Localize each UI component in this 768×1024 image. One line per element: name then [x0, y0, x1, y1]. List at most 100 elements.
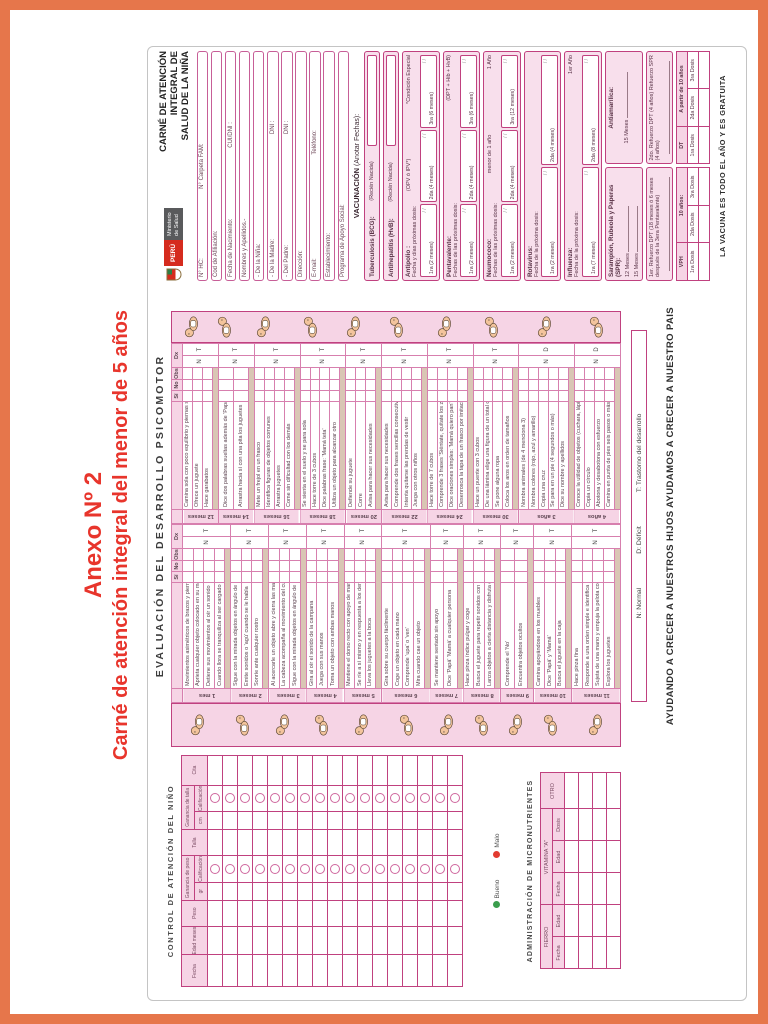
check-cell — [502, 390, 513, 402]
milestone-text: Arrastra juguetes — [274, 401, 285, 510]
section-control: CONTROL DE ATENCIÓN DEL NIÑO Fecha Edad m… — [162, 748, 740, 994]
milestone-text: Se pone alguna ropa — [492, 401, 503, 510]
milestone-row: Intenta quitarse las prendas de vestir — [401, 344, 412, 524]
milestone-text: Dice oraciones simples: 'Mamá quiero pan… — [447, 401, 458, 510]
milestone-text: Comprende 'upa' o 'ven' — [402, 582, 414, 689]
dose-date-slashes: / / — [421, 208, 428, 213]
check-cell — [289, 571, 301, 583]
check-cell — [413, 571, 425, 583]
control-cell — [267, 829, 283, 856]
milestone-text: Dice 'Papá' 'Mamá' a cualquier persona — [443, 582, 458, 689]
refuerzo-text: 2do. Refuerzo DPT (4 años) Refuerzo SPR … — [648, 55, 661, 161]
micro-cell — [564, 773, 579, 809]
control-cell — [207, 855, 223, 883]
milestone-row: Detiene sus movimientos al oír un sonido — [203, 525, 215, 703]
check-cell — [427, 390, 438, 402]
check-cell — [284, 367, 295, 380]
check-cell — [344, 571, 355, 583]
check-cell — [300, 367, 310, 380]
check-cell — [202, 390, 213, 402]
rating-circle — [405, 863, 415, 874]
dx-t-cell: T — [430, 524, 464, 537]
age-label: 30 meses — [473, 509, 519, 524]
dx-n-cell: N — [345, 355, 382, 368]
control-cell — [222, 785, 238, 812]
check-cell — [483, 379, 493, 391]
psicomotor-bands: Sí No Obs Dx 1 mes Movimientos asimétricos de… — [171, 285, 621, 747]
dx-n-cell: N — [381, 536, 431, 549]
dose-header-cell: 3ra Dosis — [687, 51, 699, 89]
vaccine-date-cell — [367, 55, 378, 146]
milestone-text: Sigue con la mirada objetos en ángulo de… — [230, 582, 242, 689]
dose-label: 2da (8 meses) — [590, 128, 597, 162]
vaccine-name: Tuberculosis (BCG): — [368, 216, 376, 277]
check-cell — [463, 548, 474, 561]
check-cell — [443, 571, 458, 583]
baby-illustration — [334, 312, 372, 342]
dose-date-slashes: / / — [502, 133, 509, 138]
control-col-header: Ganancia de peso — [181, 855, 195, 901]
control-cell — [447, 882, 463, 901]
milestone-row: De una lámina elige una figura de un tot… — [483, 344, 493, 524]
age-label: 14 meses — [218, 509, 255, 524]
milestone-text: Al acercarle un objeto abre y cierra las… — [268, 582, 280, 689]
control-row — [432, 755, 448, 987]
milestone-text: Camina en punta de pies seis pasos o más — [604, 401, 615, 510]
dx-n-cell: N — [306, 536, 345, 549]
check-cell — [345, 379, 356, 391]
control-legend-item: Bueno — [493, 880, 501, 909]
milestone-text: Come sin dificultad con los demás — [284, 401, 295, 510]
check-cell — [571, 548, 583, 561]
check-col-header: Sí — [171, 390, 183, 402]
peru-coat-of-arms-icon — [164, 268, 183, 281]
milestone-text: Sigue con la mirada objetos en ángulo de… — [289, 582, 301, 689]
check-cell — [604, 390, 615, 402]
control-cell — [372, 829, 388, 856]
check-cell — [264, 367, 275, 380]
carne-title-line2: INTEGRAL DE — [169, 51, 181, 116]
control-col-header: Cita — [181, 755, 208, 786]
scan-sheet: Anexo Nº 2 Carné de atención integral de… — [10, 10, 758, 1014]
dose-cell: / / 2da (4 meses) — [460, 129, 478, 203]
check-cell — [411, 390, 422, 402]
milestone-row: Coge un objeto en cada mano — [392, 525, 403, 703]
check-cell — [289, 548, 301, 561]
baby-illustration — [372, 312, 420, 342]
check-cell — [538, 379, 549, 391]
dose-label: 2da (4 meses) — [428, 165, 435, 200]
rating-circle — [450, 793, 460, 804]
micro-cell — [606, 873, 621, 905]
age-label: 18 meses — [300, 509, 346, 524]
rating-circle — [255, 863, 265, 874]
dose-date-slashes: / / — [462, 208, 469, 213]
milestone-row: 4 años Conoce la utilidad de objetos (cuc… — [574, 343, 621, 524]
dose-date-slashes: / / — [421, 58, 428, 64]
control-cell — [312, 954, 328, 987]
check-cell — [584, 367, 595, 380]
vaccine-name: Antipolio : — [405, 245, 413, 277]
micro-subcol-header: Fecha — [552, 873, 565, 905]
check-cell — [528, 390, 539, 402]
check-cell — [518, 379, 529, 391]
milestone-text: Comprende el 'No' — [500, 582, 515, 689]
milestone-row: 11 meses Hace pinza fina N T — [571, 524, 621, 703]
control-cell — [237, 882, 253, 901]
psicomotor-legend-item: D: Déficit — [635, 526, 643, 554]
rating-circle — [240, 863, 250, 874]
check-cell — [284, 390, 295, 402]
shaded-cell — [614, 367, 621, 510]
vaccine-name: Rotavirus: — [526, 245, 534, 277]
vaccination-slogan: LA VACUNA ES TODO EL AÑO Y ES GRATUITA — [717, 75, 727, 257]
control-cell — [372, 882, 388, 901]
check-cell — [203, 548, 215, 561]
baby-illustration — [172, 312, 210, 342]
check-col-header: Sí — [171, 571, 183, 583]
id-field-label: Fecha de Nacimiento: — [227, 218, 234, 277]
check-cell — [391, 367, 402, 380]
rating-circle — [345, 793, 355, 804]
check-cell — [401, 379, 412, 391]
age-label: 4 años — [574, 509, 621, 524]
milestone-row: 14 meses Dice dos palabras sueltas además… — [218, 343, 255, 524]
milestone-text: Copia un círculo — [584, 401, 595, 510]
check-cell — [392, 548, 403, 561]
